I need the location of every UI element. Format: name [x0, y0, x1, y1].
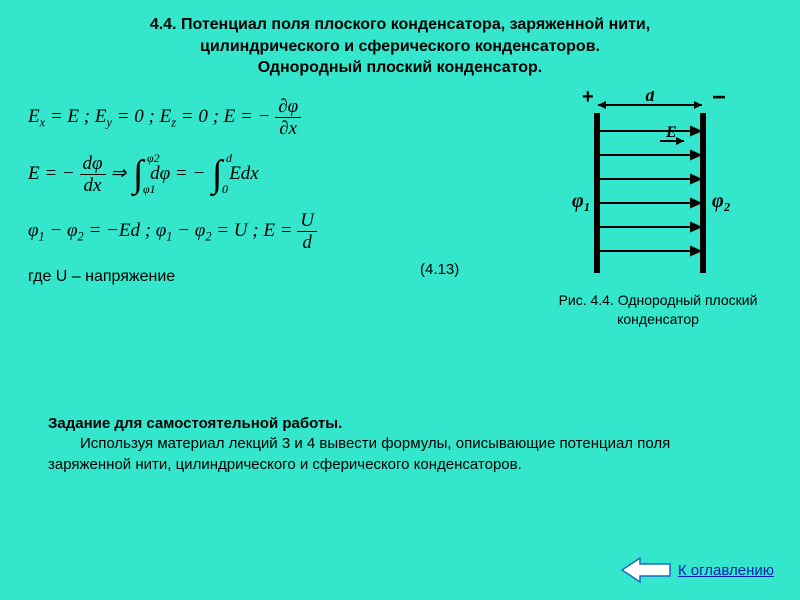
equation-2: E = − dφdx ⇒ φ2∫φ1 dφ = − d∫0 Edx	[28, 154, 458, 195]
equation-number: (4.13)	[420, 261, 459, 278]
figure-capacitor: d + − E φ₁ φ₂	[560, 91, 740, 286]
title-line-2: цилиндрического и сферического конденсат…	[40, 36, 760, 58]
e-vector-label: E	[665, 124, 677, 141]
figure-caption: Рис. 4.4. Однородный плоский конденсатор	[548, 291, 768, 329]
title-line-3: Однородный плоский конденсатор.	[40, 57, 760, 79]
title-line-1: 4.4. Потенциал поля плоского конденсатор…	[40, 14, 760, 36]
task-body: Используя материал лекций 3 и 4 вывести …	[48, 434, 752, 475]
phi1-label: φ₁	[572, 190, 591, 212]
plus-label: +	[582, 91, 594, 108]
section-title: 4.4. Потенциал поля плоского конденсатор…	[0, 0, 800, 83]
toc-link[interactable]: К оглавлению	[678, 562, 774, 579]
minus-label: −	[712, 91, 726, 111]
task-heading: Задание для самостоятельной работы.	[48, 414, 752, 434]
equations-block: Ex = E ; Ey = 0 ; Ez = 0 ; E = − ∂φ∂x E …	[28, 97, 458, 286]
arrow-left-icon	[620, 556, 672, 584]
equation-where: где U – напряжение	[28, 268, 458, 286]
d-label: d	[646, 91, 656, 105]
task-block: Задание для самостоятельной работы. Испо…	[48, 414, 752, 475]
phi2-label: φ₂	[712, 190, 731, 212]
equation-1: Ex = E ; Ey = 0 ; Ez = 0 ; E = − ∂φ∂x	[28, 97, 458, 138]
equation-3: φ1 − φ2 = −Ed ; φ1 − φ2 = U ; E = Ud	[28, 211, 458, 252]
toc-link-container: К оглавлению	[620, 556, 774, 584]
capacitor-diagram-svg: d + − E φ₁ φ₂	[560, 91, 740, 281]
